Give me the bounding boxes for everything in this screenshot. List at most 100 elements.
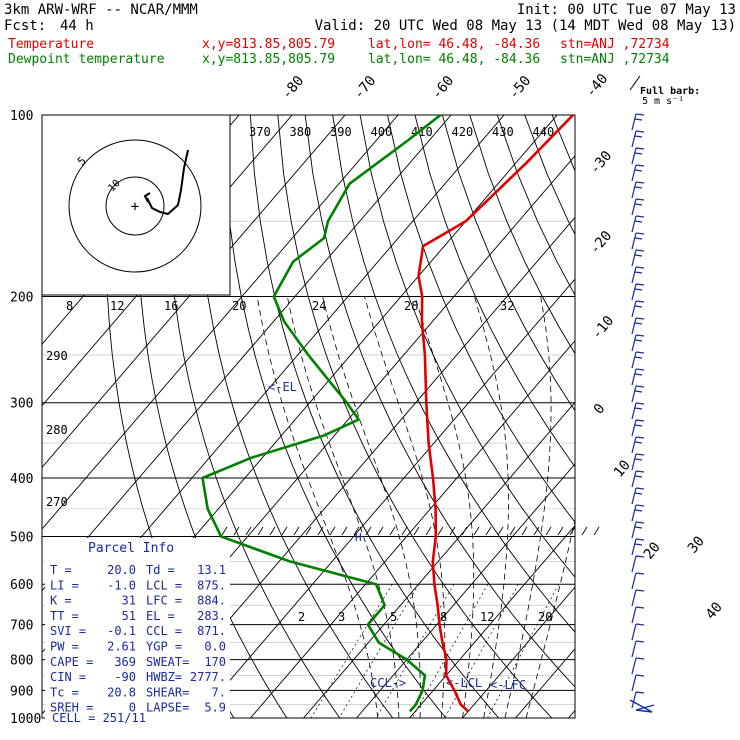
mixing-ratio-line [338, 584, 420, 718]
wind-barb [631, 606, 637, 624]
isotherm-line [250, 339, 575, 718]
parcel-key: CIN = [50, 670, 86, 684]
dry-adiabat [551, 115, 575, 173]
isotherm-label: -30 [587, 148, 616, 178]
wind-barb [631, 283, 637, 301]
dry-adiabat [441, 115, 575, 412]
parcel-value: 369 [114, 655, 136, 669]
temperature-xy: x,y=813.85,805.79 [202, 37, 336, 52]
speed-scale-label: 8 [66, 299, 73, 313]
wind-barb [631, 504, 637, 522]
isotherm-label: -50 [506, 73, 535, 103]
parcel-key: SWEAT= [146, 655, 189, 669]
parcel-key: Td = [146, 563, 175, 577]
moist-adiabat [256, 296, 379, 718]
wind-barb [631, 419, 637, 437]
moist-adiabat [322, 296, 421, 718]
isotherm-line [622, 115, 740, 718]
moist-adiabat [414, 296, 475, 718]
isotherm-line [568, 709, 575, 718]
forecast-hours: 44 h [60, 18, 94, 34]
speed-scale-label: 32 [500, 299, 514, 313]
ccl-marker: CCL-> [370, 676, 406, 690]
parcel-value: -90 [114, 670, 136, 684]
speed-scale-label: 12 [110, 299, 124, 313]
parcel-key: LAPSE= [146, 701, 189, 715]
parcel-key: SVI = [50, 624, 86, 638]
parcel-key: SREH = [50, 701, 93, 715]
pressure-tick-label: 400 [10, 472, 33, 487]
pressure-tick-label: 200 [10, 291, 33, 306]
parcel-key: SHEAR= [146, 685, 189, 699]
isotherm-label: -80 [279, 73, 308, 103]
dry-adiabat [332, 115, 575, 633]
parcel-info-panel: Parcel Info T = 20.0 Td = 13.1 LI = -1.0 LCL =… [45, 538, 230, 727]
parcel-key: CCL = [146, 624, 182, 638]
parcel-value: 0 [129, 701, 136, 715]
wind-barb [631, 691, 637, 709]
wind-barb [631, 453, 637, 471]
wind-barb [631, 147, 637, 165]
dewpoint-legend-label: Dewpoint temperature [8, 52, 165, 67]
temperature-trace [417, 114, 574, 713]
parcel-key: EL = [146, 609, 175, 623]
isotherm-line [42, 115, 399, 530]
isotherm-label: 40 [703, 599, 726, 622]
temperature-latlon: lat,lon= 46.48, -84.36 [368, 37, 541, 52]
lcl-marker: <-LCL [446, 676, 482, 690]
mixing-ratio-label: 8 [440, 610, 447, 624]
parcel-key: HWBZ= [146, 670, 182, 684]
wind-barb [631, 385, 637, 403]
parcel-value: -1.0 [107, 578, 136, 592]
isotherm-line [409, 524, 575, 718]
forecast-label: Fcst: [4, 18, 47, 34]
parcel-value: 170 [204, 655, 226, 669]
parcel-value: 283. [197, 609, 226, 623]
parcel-value: 51 [122, 609, 136, 623]
hodograph-ring-inner [105, 176, 165, 236]
mixing-ratio-line [444, 584, 519, 718]
theta-label: 400 [371, 125, 393, 139]
theta-left-label: 270 [46, 495, 68, 509]
wind-barb [631, 521, 637, 539]
theta-label: 410 [411, 125, 433, 139]
wind-barb [631, 215, 637, 233]
parcel-value: 5.9 [204, 701, 226, 715]
parcel-key: TT = [50, 609, 79, 623]
theta-label: 380 [290, 125, 312, 139]
temperature-station: stn=ANJ ,72734 [560, 37, 670, 52]
hodograph-ring-outer [68, 139, 202, 273]
dry-adiabat [277, 115, 553, 718]
mixing-ratio-label: 12 [480, 610, 494, 624]
speed-scale-label: 16 [164, 299, 178, 313]
speed-scale-label: 20 [232, 299, 246, 313]
dry-adiabat [634, 115, 740, 718]
parcel-key: Tc = [50, 685, 79, 699]
lfc-marker: <-LFC [490, 678, 526, 692]
parcel-value: 7. [212, 685, 226, 699]
parcel-value: 2777. [190, 670, 226, 684]
mixing-ratio-line [375, 584, 455, 718]
wind-barb-legend-value: 5 m s⁻¹ [642, 96, 684, 107]
model-title: 3km ARW-WRF -- NCAR/MMM [4, 2, 198, 18]
parcel-value: 884. [197, 594, 226, 608]
theta-label: 390 [330, 125, 352, 139]
dry-adiabat [607, 115, 740, 718]
parcel-value: 20.0 [107, 563, 136, 577]
parcel-value: 13.1 [197, 563, 226, 577]
el-marker: <-EL [268, 380, 297, 394]
isotherm-line [144, 216, 575, 718]
parcel-key: CAPE = [50, 655, 93, 669]
wind-barb [631, 368, 637, 386]
wind-barb [631, 538, 637, 556]
moist-adiabat [504, 296, 552, 718]
isotherm-label: 30 [685, 533, 708, 556]
parcel-value: 0.0 [204, 640, 226, 654]
parcel-key: K = [50, 594, 72, 608]
dry-adiabat [222, 115, 447, 718]
parcel-key: LCL = [146, 578, 182, 592]
wind-barb [631, 317, 637, 335]
dry-adiabat [304, 115, 575, 688]
wind-barb [631, 113, 637, 131]
wind-barb [631, 130, 637, 148]
